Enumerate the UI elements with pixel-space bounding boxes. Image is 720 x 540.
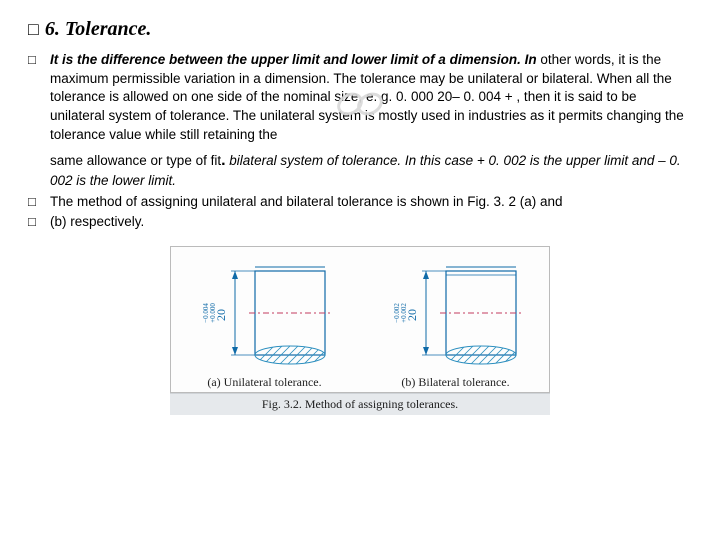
figure-caption: Fig. 3.2. Method of assigning tolerances… bbox=[170, 393, 550, 415]
p2-text: same allowance or type of fit. bilateral… bbox=[50, 150, 692, 191]
p3-text: The method of assigning unilateral and b… bbox=[50, 193, 563, 212]
subfig-b: 20 +0.002 −0.002 (b) Bilateral tolerance… bbox=[368, 253, 543, 390]
svg-text:−0.002: −0.002 bbox=[393, 303, 401, 323]
figure-3-2: 20 +0.000 −0.004 (a) Unilateral toleranc… bbox=[170, 246, 550, 415]
checkbox-glyph: □ bbox=[28, 51, 42, 144]
page-title: 6. Tolerance. bbox=[45, 18, 151, 41]
svg-text:+0.000: +0.000 bbox=[209, 303, 217, 323]
svg-text:+0.002: +0.002 bbox=[400, 303, 408, 323]
subfig-b-label: (b) Bilateral tolerance. bbox=[368, 375, 543, 390]
title-bullet: □ bbox=[28, 20, 39, 38]
figure-panel: 20 +0.000 −0.004 (a) Unilateral toleranc… bbox=[170, 246, 550, 393]
svg-text:−0.004: −0.004 bbox=[202, 303, 210, 323]
paragraph-1: It is the difference between the upper l… bbox=[50, 51, 692, 144]
bullet-item-1: □ It is the difference between the upper… bbox=[28, 51, 692, 144]
title-row: □ 6. Tolerance. bbox=[28, 18, 692, 41]
slide: □ 6. Tolerance. □ It is the difference b… bbox=[0, 0, 720, 540]
body-text: □ It is the difference between the upper… bbox=[28, 51, 692, 232]
checkbox-glyph: □ bbox=[28, 193, 42, 212]
p1-lead: It is the difference between the upper l… bbox=[50, 52, 537, 67]
p2-lead: same allowance or type of fit bbox=[50, 153, 221, 168]
unilateral-tolerance-diagram: 20 +0.000 −0.004 bbox=[185, 253, 345, 373]
checkbox-glyph: □ bbox=[28, 213, 42, 232]
p4-text: (b) respectively. bbox=[50, 213, 144, 232]
bilateral-tolerance-diagram: 20 +0.002 −0.002 bbox=[376, 253, 536, 373]
subfig-a: 20 +0.000 −0.004 (a) Unilateral toleranc… bbox=[177, 253, 352, 390]
spacer bbox=[28, 150, 42, 191]
subfig-a-label: (a) Unilateral tolerance. bbox=[177, 375, 352, 390]
paragraph-2: same allowance or type of fit. bilateral… bbox=[28, 150, 692, 191]
bullet-item-3: □ (b) respectively. bbox=[28, 213, 692, 232]
bullet-item-2: □ The method of assigning unilateral and… bbox=[28, 193, 692, 212]
